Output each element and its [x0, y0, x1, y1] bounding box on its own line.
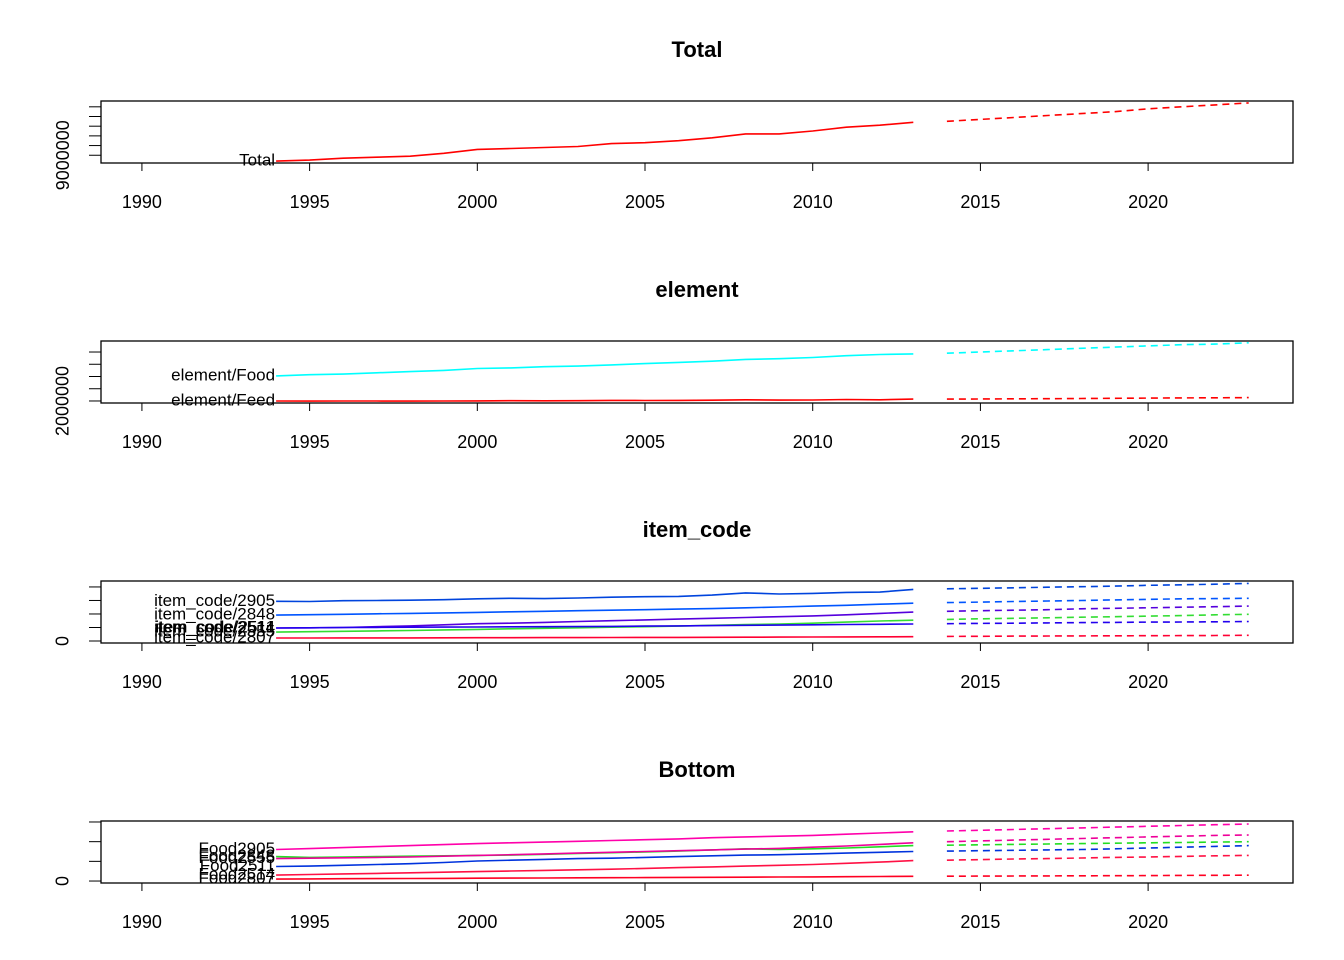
series-line — [276, 635, 914, 639]
x-tick-label: 2000 — [457, 912, 497, 932]
forecast-line — [946, 834, 1249, 843]
x-tick-label: 1990 — [122, 432, 162, 452]
forecast-line — [946, 634, 1249, 638]
series-label: Food2511 — [200, 856, 275, 875]
x-tick-label: 1995 — [290, 192, 330, 212]
forecast-line — [946, 854, 1249, 861]
forecast-line — [946, 582, 1249, 590]
forecast-line — [946, 597, 1249, 604]
panel-title: element — [655, 277, 739, 302]
x-tick-label: 2020 — [1128, 432, 1168, 452]
forecast-line — [946, 396, 1249, 400]
series-line — [276, 850, 914, 868]
series-label: element/Food — [171, 365, 275, 384]
series-line — [276, 859, 914, 876]
series-line — [276, 623, 914, 629]
y-tick-label: 2000000 — [53, 366, 73, 436]
series-line — [276, 588, 914, 603]
panel-title: Total — [672, 37, 723, 62]
x-tick-label: 2015 — [960, 192, 1000, 212]
x-tick-label: 2005 — [625, 432, 665, 452]
forecast-line — [946, 605, 1249, 613]
plot-frame — [100, 820, 1294, 884]
series-line — [276, 398, 914, 402]
series-label: Food2905 — [198, 839, 275, 858]
x-tick-label: 2010 — [793, 912, 833, 932]
x-tick-label: 2020 — [1128, 912, 1168, 932]
series-label: item_code/2807 — [154, 628, 275, 647]
x-tick-label: 1990 — [122, 672, 162, 692]
series-label: Total — [239, 151, 275, 170]
series-label: Food2555 — [198, 848, 275, 867]
x-tick-label: 1990 — [122, 912, 162, 932]
series-line — [276, 353, 914, 377]
series-label: element/Feed — [171, 390, 275, 409]
x-tick-label: 2000 — [457, 672, 497, 692]
x-tick-label: 1990 — [122, 192, 162, 212]
x-tick-label: 2010 — [793, 192, 833, 212]
x-tick-label: 2005 — [625, 192, 665, 212]
forecast-line — [946, 613, 1249, 621]
x-tick-label: 2010 — [793, 432, 833, 452]
x-tick-label: 2015 — [960, 672, 1000, 692]
forecast-line — [946, 102, 1249, 123]
y-tick-label: 0 — [53, 636, 73, 646]
series-line — [276, 611, 914, 629]
series-label: item_code/2905 — [154, 591, 275, 610]
x-tick-label: 1995 — [290, 672, 330, 692]
plot-frame — [100, 580, 1294, 644]
x-tick-label: 1995 — [290, 432, 330, 452]
forecast-line — [946, 840, 1249, 846]
plot-frame — [100, 340, 1294, 404]
y-tick-label: 9000000 — [53, 120, 73, 190]
x-tick-label: 2000 — [457, 432, 497, 452]
x-tick-label: 2020 — [1128, 672, 1168, 692]
forecast-line — [946, 874, 1249, 877]
series-line — [276, 121, 914, 162]
series-label: item_code/2511 — [155, 618, 275, 637]
panel-title: item_code — [643, 517, 752, 542]
series-line — [276, 602, 914, 616]
series-label: item_code/2848 — [154, 605, 275, 624]
series-label: Food2848 — [198, 846, 275, 865]
forecast-line — [946, 620, 1249, 625]
x-tick-label: 1995 — [290, 912, 330, 932]
series-line — [276, 619, 914, 633]
series-label: item_code/2514 — [154, 618, 275, 637]
plot-frame — [100, 100, 1294, 164]
x-tick-label: 2015 — [960, 432, 1000, 452]
y-tick-label: 0 — [53, 876, 73, 886]
series-label: item_code/2555 — [154, 622, 275, 641]
forecast-line — [946, 342, 1249, 354]
series-line — [276, 875, 914, 880]
forecast-line — [946, 823, 1249, 832]
series-line — [276, 842, 914, 860]
series-line — [276, 831, 914, 851]
x-tick-label: 2005 — [625, 672, 665, 692]
series-label: Food2514 — [198, 865, 275, 884]
x-tick-label: 2005 — [625, 912, 665, 932]
x-tick-label: 2010 — [793, 672, 833, 692]
panel-title: Bottom — [659, 757, 736, 782]
forecast-line — [946, 844, 1249, 852]
x-tick-label: 2020 — [1128, 192, 1168, 212]
x-tick-label: 2015 — [960, 912, 1000, 932]
x-tick-label: 2000 — [457, 192, 497, 212]
series-label: Food2807 — [198, 869, 275, 888]
